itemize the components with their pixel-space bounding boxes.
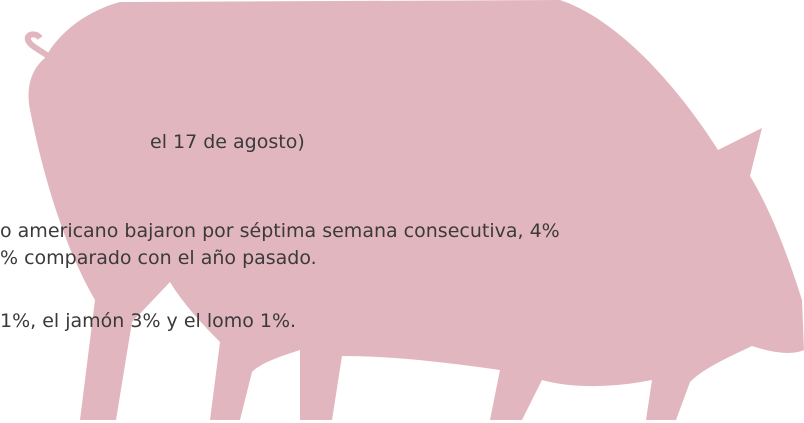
text-line: % comparado con el año pasado.	[0, 247, 317, 269]
text-line: 1%, el jamón 3% y el lomo 1%.	[0, 310, 297, 332]
pig	[28, 0, 804, 420]
text-line: o americano bajaron por séptima semana c…	[0, 220, 560, 242]
pig-tail	[24, 31, 50, 59]
text-line: el 17 de agosto)	[150, 131, 305, 153]
